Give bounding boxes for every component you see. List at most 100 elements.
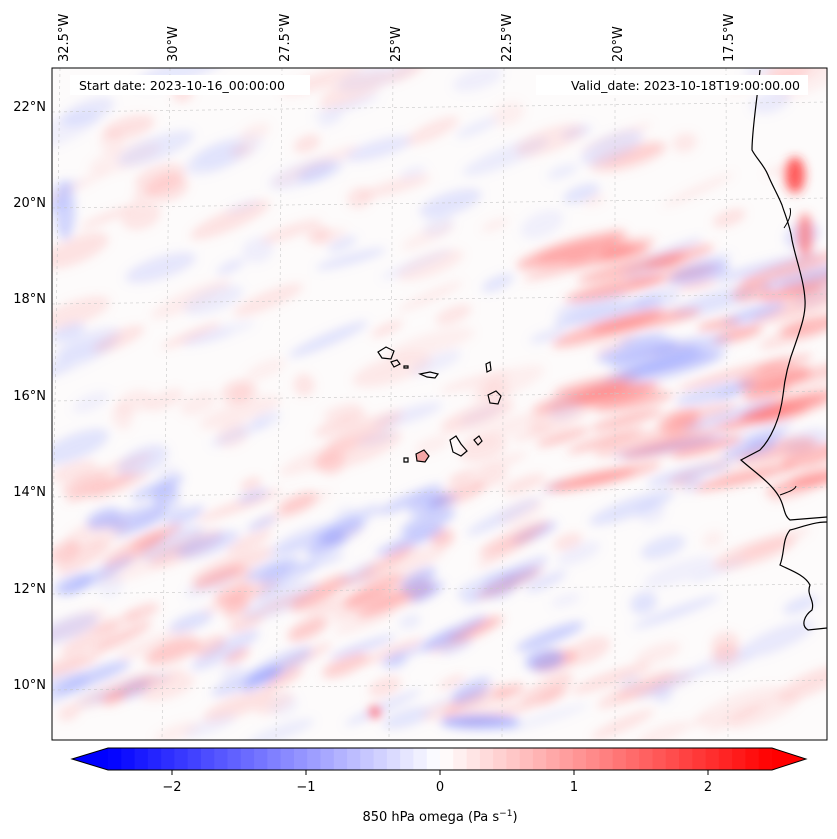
colorbar-levels [108,748,773,770]
island-sal [485,361,492,373]
omega-blob [629,265,719,286]
omega-blob [252,410,281,429]
gridline-meridian [388,68,394,740]
colorbar-level [293,748,308,770]
omega-blob [751,286,827,324]
gridline-meridian [161,68,171,740]
colorbar-level [652,748,667,770]
omega-blob [264,667,303,691]
omega-blob [740,527,811,558]
colorbar-level [373,748,388,770]
omega-blob [233,283,304,317]
omega-blob [190,629,260,671]
colorbar-level [360,748,375,770]
omega-blob [246,515,277,532]
omega-blob [327,236,358,252]
omega-blob [385,68,425,83]
omega-blob [478,521,550,556]
omega-blob [476,566,543,599]
colorbar-extend-low [72,748,108,770]
colorbar-level [479,748,494,770]
island-maio [473,435,483,446]
omega-blob [397,280,464,313]
omega-blob [502,473,546,495]
omega-blob [382,706,432,730]
omega-blob [535,239,615,263]
omega-blob [62,555,136,595]
colorbar-level [745,748,760,770]
omega-blob [244,557,300,582]
omega-blob [99,129,124,154]
omega-blob [400,222,455,251]
omega-blob [65,472,136,502]
omega-blob [516,621,585,652]
omega-blob [216,258,245,276]
colorbar-level [413,748,428,770]
header: Start date: 2023-10-16_00:00:00 Valid_da… [70,75,808,95]
omega-blob [193,635,228,658]
omega-blob [134,163,186,192]
omega-blob [52,232,109,269]
omega-blob [203,689,274,722]
omega-blob [397,249,465,282]
omega-blob [52,322,86,343]
lat-label-12n: 12°N [13,582,46,597]
omega-blob [636,721,689,740]
omega-blob [55,180,75,240]
omega-blob [344,136,413,162]
omega-blob [523,246,635,281]
omega-blob [481,273,514,293]
omega-blob [779,314,827,337]
omega-blob [380,647,416,666]
omega-blob [246,718,315,740]
omega-blob [92,621,152,653]
colorbar-label: 850 hPa omega (Pa s−1) [362,809,517,825]
colorbar-level [506,748,521,770]
omega-blob [566,428,644,453]
omega-blob [671,436,743,458]
colorbar-tick-label: −2 [162,780,181,795]
omega-blob [288,321,368,358]
omega-blob [145,388,184,412]
omega-blob [52,296,111,330]
omega-blob [652,334,732,357]
colorbar-level [147,748,162,770]
colorbar-level [466,748,481,770]
lon-label-32-5w: 32.5°W [57,14,72,62]
omega-blob [421,615,488,652]
omega-blob [386,327,475,360]
omega-blob [739,364,827,393]
omega-blob [182,329,232,346]
omega-blob [750,89,791,114]
colorbar-level [586,748,600,770]
omega-blob [352,352,432,388]
omega-blob [738,620,815,659]
colorbar-tick-label: 0 [436,780,444,795]
omega-blob [369,706,381,718]
omega-blob [536,427,590,447]
lat-label-10n: 10°N [13,678,46,693]
omega-blob [789,470,827,486]
omega-blob [632,595,720,629]
omega-blob [672,132,698,153]
omega-blob [781,441,827,469]
colorbar-level [519,748,534,770]
colorbar-tick-label: 2 [704,780,712,795]
colorbar-level [718,748,733,770]
omega-blob [589,490,675,525]
omega-blob [184,285,244,315]
omega-blob [109,503,168,532]
omega-blob [193,134,264,170]
omega-blob [344,545,417,586]
omega-blob [121,202,161,230]
lon-label-25w: 25°W [389,26,404,62]
omega-blob [333,608,397,635]
omega-blob [619,674,642,692]
colorbar-level [121,748,136,770]
omega-blob [762,269,827,300]
colorbar-level [426,748,441,770]
omega-blob [52,428,109,465]
omega-blob [646,461,733,486]
omega-blob [643,556,717,588]
omega-blob [52,337,115,379]
